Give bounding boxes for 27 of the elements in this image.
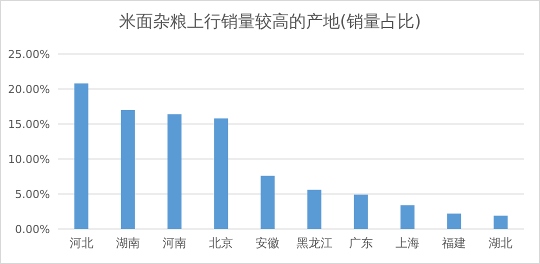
- x-tick-label: 河北: [69, 236, 94, 250]
- x-tick-label: 北京: [209, 236, 234, 250]
- bar: [447, 214, 462, 229]
- y-tick-label: 5.00%: [15, 188, 50, 201]
- y-tick-label: 25.00%: [8, 48, 50, 61]
- chart-title: 米面杂粮上行销量较高的产地(销量占比): [118, 12, 422, 32]
- y-tick-label: 0.00%: [15, 223, 50, 236]
- bar: [260, 176, 275, 229]
- x-tick-label: 湖南: [116, 236, 140, 250]
- x-tick-label: 广东: [348, 236, 373, 250]
- bar: [400, 205, 414, 229]
- bar: [494, 216, 508, 229]
- x-tick-label: 湖北: [488, 236, 513, 250]
- bar: [74, 83, 88, 229]
- bar: [120, 110, 135, 229]
- bar: [168, 114, 182, 229]
- x-tick-label: 上海: [396, 236, 420, 250]
- x-tick-label: 黑龙江: [296, 236, 332, 250]
- y-tick-label: 20.00%: [8, 83, 50, 96]
- bar: [307, 190, 322, 229]
- bar: [214, 118, 228, 229]
- y-tick-label: 15.00%: [8, 118, 50, 131]
- x-tick-label: 安徽: [256, 236, 280, 250]
- x-tick-label: 福建: [442, 236, 466, 250]
- x-tick-label: 河南: [162, 236, 186, 250]
- y-tick-label: 10.00%: [8, 153, 50, 166]
- bar: [354, 194, 368, 229]
